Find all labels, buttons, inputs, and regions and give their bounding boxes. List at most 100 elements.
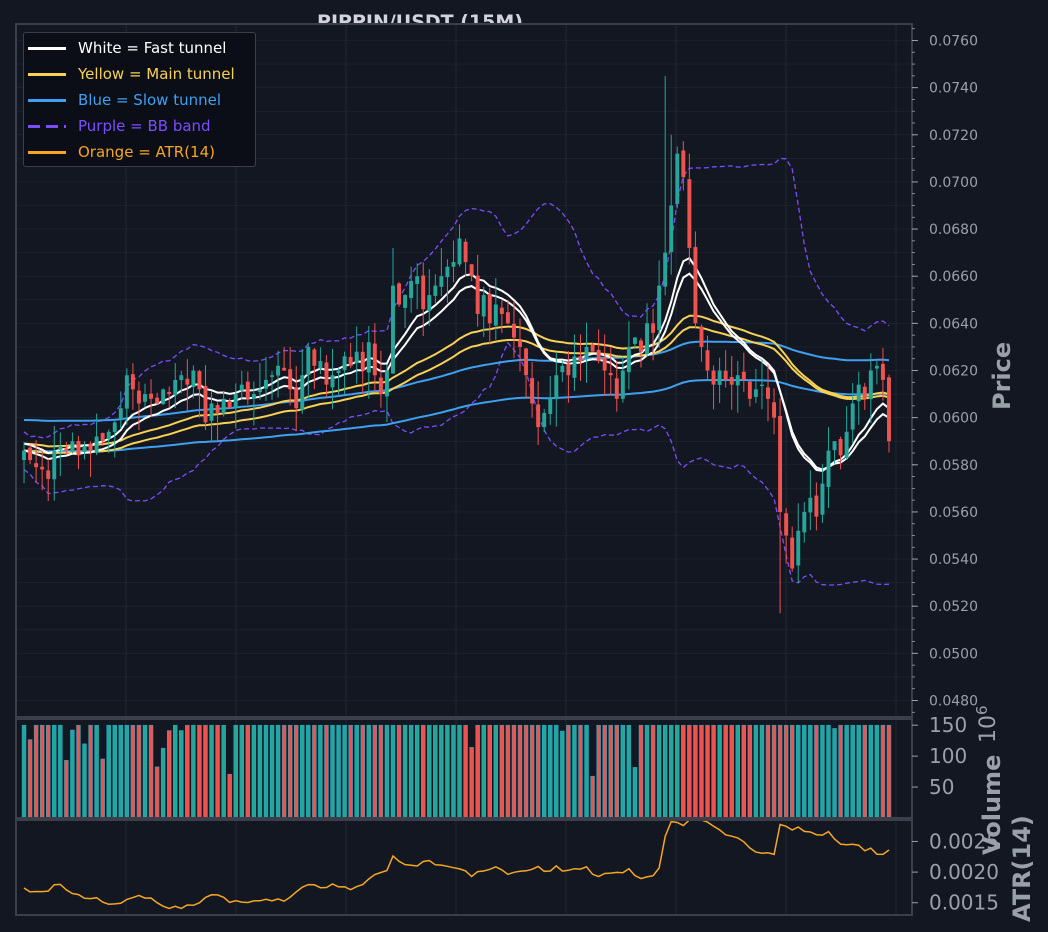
volume-bar [578, 724, 583, 819]
candle-body [354, 351, 359, 364]
candle-body [814, 495, 819, 517]
candle-body [590, 344, 595, 352]
candles [22, 75, 891, 614]
volume-bar [856, 724, 861, 819]
volume-bar [644, 724, 650, 819]
candle-body [880, 363, 885, 380]
volume-bar [251, 724, 257, 819]
volume-bar [46, 724, 51, 819]
volume-bar [783, 724, 789, 819]
candle-body [70, 441, 75, 452]
volume-bar [808, 724, 813, 819]
volume-bar [675, 724, 680, 819]
bb-upper [23, 157, 890, 439]
volume-bar [656, 724, 662, 819]
volume-bar [287, 724, 293, 819]
candle-body [705, 350, 710, 371]
volume-bar [560, 730, 565, 819]
volume-bar [687, 724, 692, 819]
candle-body [790, 537, 795, 569]
y-tick-label: 0.0640 [929, 316, 978, 332]
volume-bar [584, 724, 589, 819]
candle-body [784, 513, 789, 536]
volume-bar [566, 724, 571, 819]
candle-body [723, 370, 728, 380]
volume-bar [64, 760, 69, 819]
candle-body [711, 370, 716, 385]
candle-body [584, 346, 589, 360]
volume-bar [100, 758, 105, 819]
candle-body [330, 375, 335, 388]
volume-bar [529, 724, 535, 819]
candle-body [481, 295, 486, 317]
volume-bar [209, 724, 214, 819]
candle-body [372, 343, 377, 376]
candle-body [524, 348, 529, 376]
volume-bar [233, 724, 238, 819]
fast-tunnel [23, 256, 890, 472]
volume-bar [771, 724, 777, 819]
volume-bar [469, 747, 474, 819]
volume-bar [717, 724, 722, 819]
candle-body [179, 375, 184, 380]
volume-bar [802, 724, 807, 819]
candle-body [687, 179, 692, 248]
candle-body [844, 431, 849, 458]
y-tick-label: 0.0600 [929, 411, 978, 427]
volume-bar [366, 724, 372, 819]
candle-body [475, 275, 480, 314]
volume-bar [693, 724, 698, 819]
candle-body [874, 365, 879, 369]
volume-bar [136, 724, 142, 819]
candle-body [342, 356, 347, 371]
candle-body [487, 293, 492, 324]
candle-body [378, 377, 383, 395]
legend-item-fast: White = Fast tunnel [28, 37, 226, 59]
volume-bar [481, 724, 486, 819]
y-tick-label: 0.0680 [929, 222, 978, 238]
atr-series [23, 819, 890, 910]
volume-bar [414, 724, 420, 819]
candle-body [76, 440, 81, 456]
candle-body [336, 370, 341, 374]
candle-body [46, 470, 51, 479]
candle-body [173, 379, 178, 396]
volume-bar [21, 724, 27, 819]
tunnel-line-upper [23, 314, 890, 448]
candle-body [820, 483, 825, 515]
candle-body [415, 276, 420, 284]
volume-bar [638, 724, 644, 819]
atr-tick-label: 0.0025 [929, 829, 999, 853]
volume-bar [197, 724, 202, 819]
volume-bar [487, 724, 492, 819]
candle-body [620, 370, 625, 399]
candle-body [693, 246, 698, 324]
candle-body [251, 394, 256, 399]
candle-body [112, 422, 117, 433]
candle-body [82, 445, 87, 453]
volume-multiplier: 106 [973, 705, 1001, 743]
tunnel-line-lower [23, 379, 890, 453]
volume-bars [21, 724, 892, 819]
candle-body [741, 371, 746, 380]
candle-body [215, 405, 220, 413]
candle-body [130, 374, 135, 390]
candle-body [548, 398, 553, 414]
candle-body [505, 312, 510, 324]
candle-body [530, 378, 535, 404]
volume-bar [154, 766, 160, 819]
candle-body [838, 438, 843, 456]
candle-body [796, 530, 801, 566]
volume-bar [626, 724, 632, 819]
volume-bar [439, 724, 444, 819]
candle-body [167, 391, 172, 395]
candle-body [203, 385, 208, 423]
volume-bar [493, 724, 499, 819]
volume-bar [312, 724, 317, 819]
volume-bar [390, 724, 396, 819]
volume-bar [699, 724, 704, 819]
candle-body [348, 357, 353, 366]
volume-bar [832, 728, 837, 819]
candle-body [645, 323, 649, 355]
candle-body [560, 365, 565, 373]
